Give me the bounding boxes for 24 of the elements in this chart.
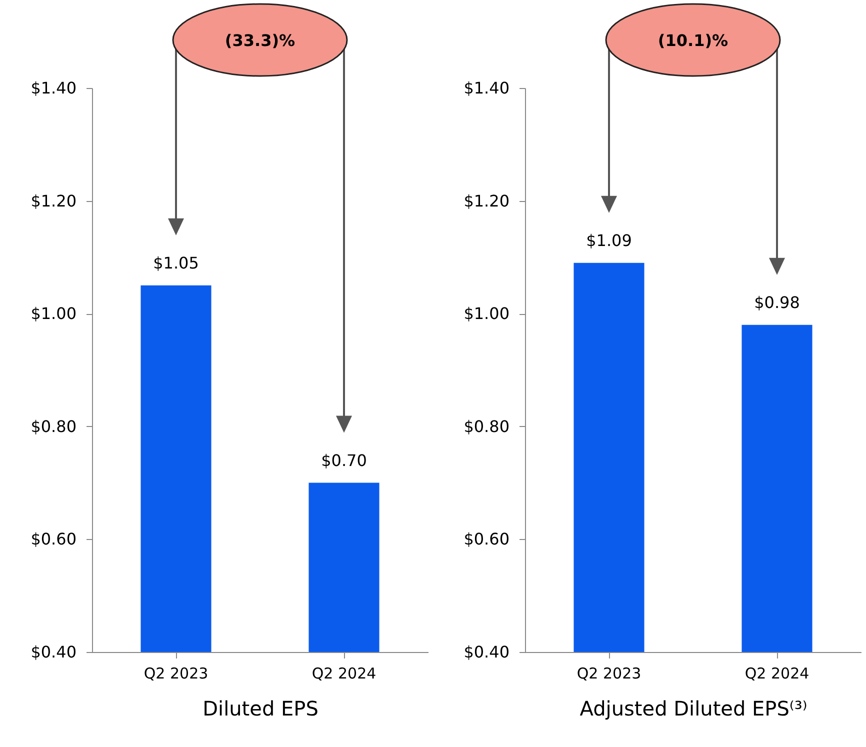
x-tick-label: Q2 2023 [576, 664, 642, 682]
y-tick-label: $0.40 [464, 642, 510, 662]
y-tick-label: $1.40 [30, 78, 76, 98]
y-tick-label: $1.00 [30, 304, 76, 324]
x-tick-label: Q2 2024 [744, 664, 810, 682]
y-tick-label: $0.40 [30, 642, 76, 662]
data-label: $1.09 [586, 230, 632, 250]
y-tick-label: $1.40 [464, 78, 510, 98]
y-tick-label: $0.80 [464, 416, 510, 436]
y-tick-label: $1.00 [464, 304, 510, 324]
y-tick-label: $0.60 [464, 530, 510, 549]
ellipse-callout: (33.3)% [172, 3, 348, 77]
ellipse-callout: (10.1)% [605, 3, 781, 77]
x-tick-label: Q2 2023 [144, 664, 208, 682]
data-label: $0.98 [754, 292, 800, 312]
y-tick-label: $0.80 [30, 416, 76, 436]
data-label: $0.70 [321, 450, 367, 470]
x-tick-label: Q2 2024 [312, 664, 376, 682]
x-axis-title: Adjusted Diluted EPS⁽³⁾ [580, 696, 808, 720]
y-tick-label: $1.20 [464, 191, 510, 210]
y-tick-label: $0.60 [30, 530, 76, 549]
data-label: $1.05 [153, 253, 199, 272]
x-axis-title: Diluted EPS [202, 696, 318, 720]
y-tick-label: $1.20 [30, 191, 76, 210]
